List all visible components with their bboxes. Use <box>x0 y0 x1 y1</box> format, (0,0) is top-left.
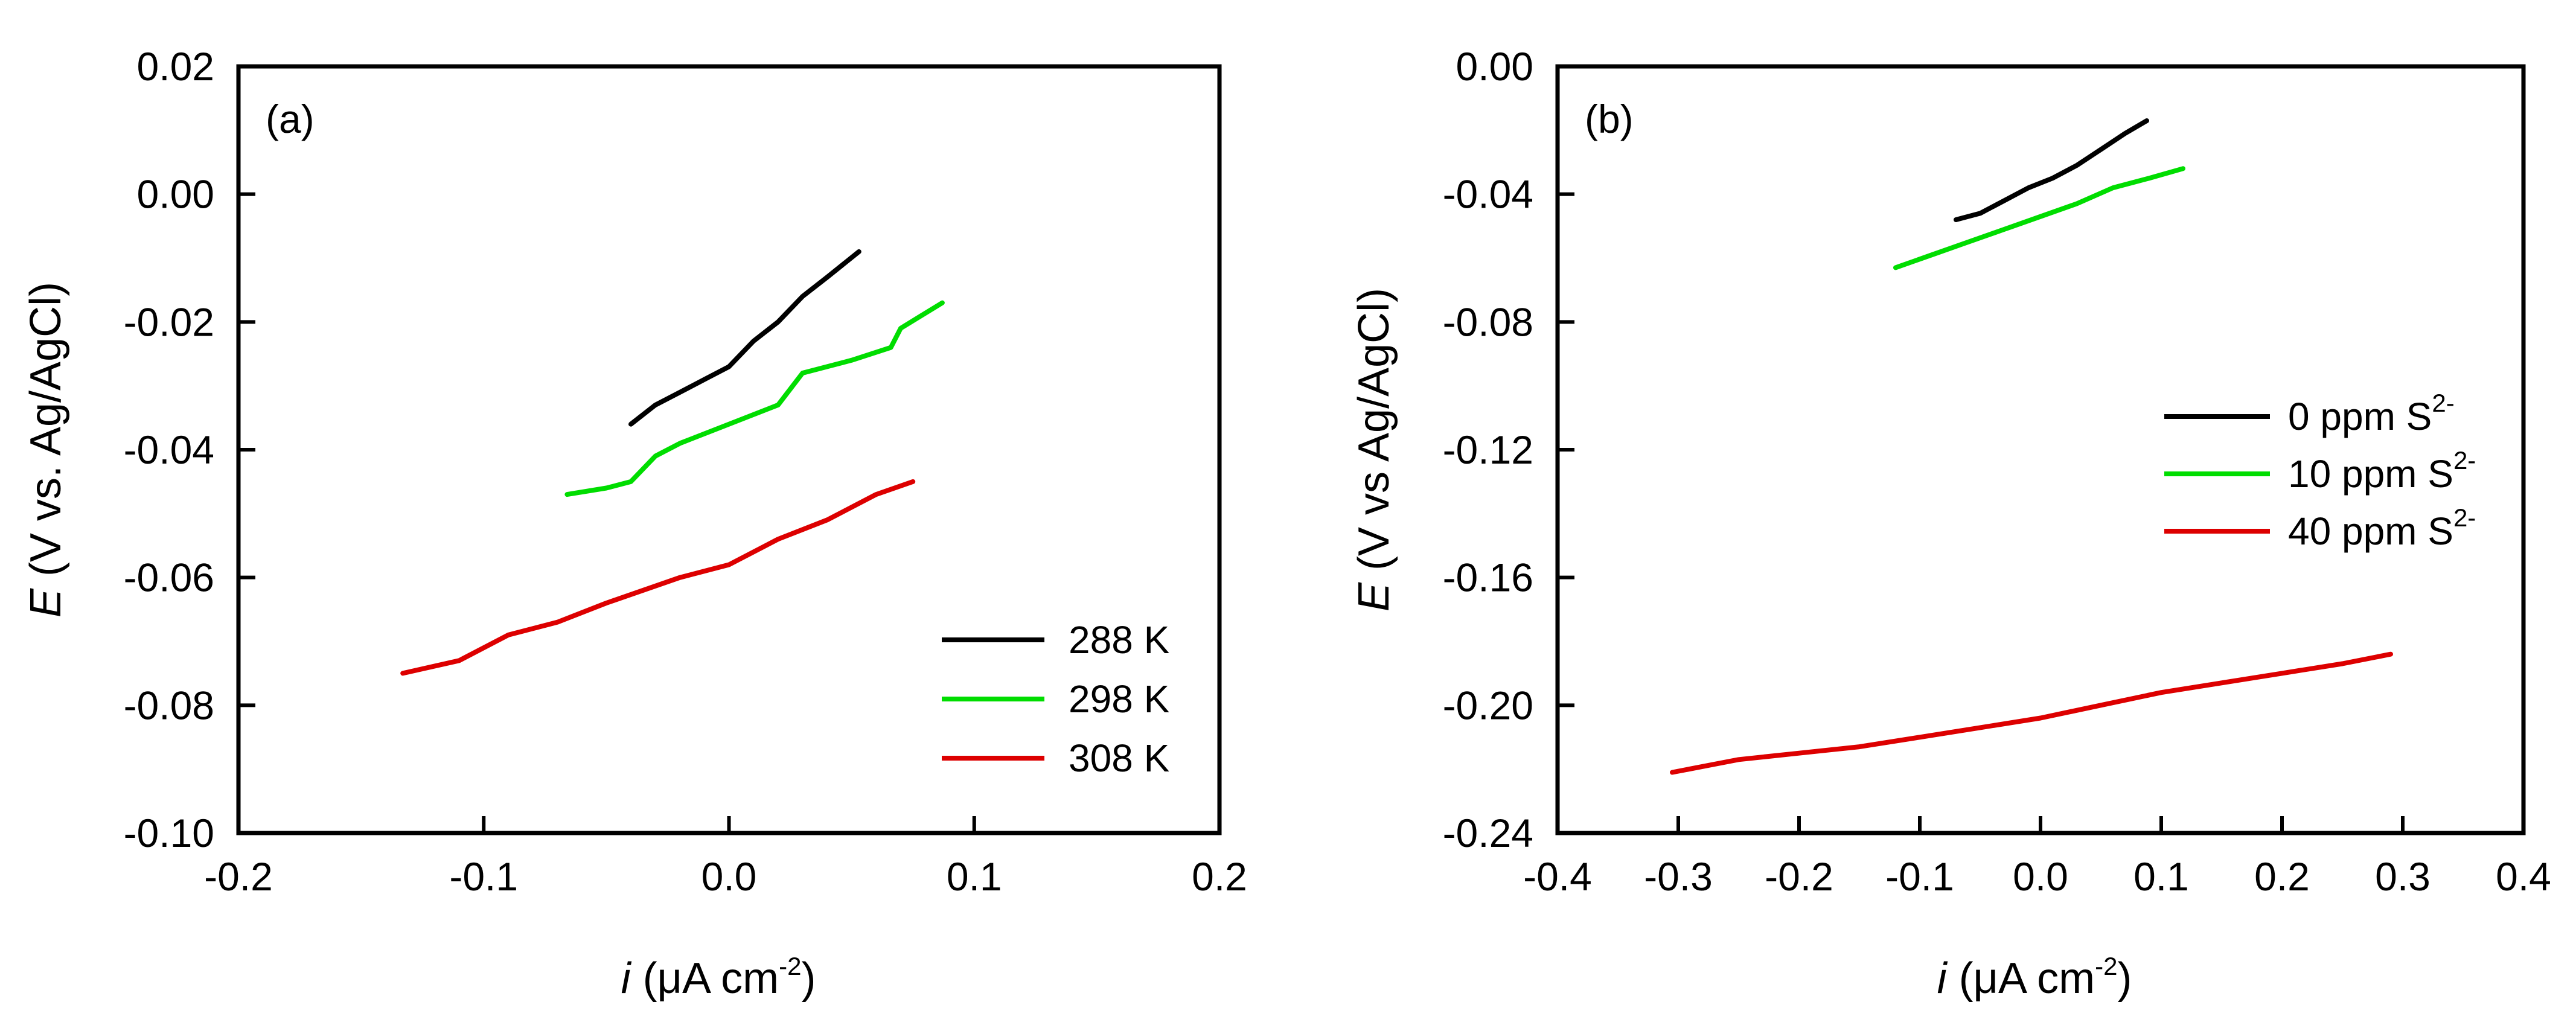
panel-b-y-axis-title: E (V vs Ag/AgCl) <box>1350 288 1398 611</box>
x-axis-symbol: i <box>1937 954 1948 1003</box>
legend-label-3: 308 K <box>1069 736 1169 780</box>
panel-a-legend: 288 K 298 K 308 K <box>942 618 1169 780</box>
legend-label-2: 10 ppm S2- <box>2288 446 2476 496</box>
panel-b: -0.4 -0.3 -0.2 -0.1 0.0 0.1 0.2 0.3 0.4 0.00 -0.04… <box>1350 44 2551 1003</box>
panel-a-x-tick-label: -0.1 <box>449 854 518 899</box>
panel-b-x-tick-label: 0.1 <box>2133 854 2189 899</box>
panel-a-y-tick-label: 0.00 <box>137 172 214 217</box>
legend-label-text: 298 K <box>1069 677 1169 721</box>
y-axis-unit: (V vs Ag/AgCl) <box>1350 288 1398 583</box>
legend-label-text: 0 ppm S <box>2288 395 2432 438</box>
x-axis-unit-close: ) <box>801 954 816 1003</box>
panel-b-x-tick-label: 0.0 <box>2013 854 2068 899</box>
panel-b-x-tick-label: 0.4 <box>2496 854 2551 899</box>
x-axis-unit: (μA cm <box>1947 954 2095 1003</box>
x-axis-symbol: i <box>621 954 632 1003</box>
panel-b-y-tick-label: -0.04 <box>1443 172 1533 217</box>
x-axis-unit-close: ) <box>2117 954 2132 1003</box>
panel-b-y-tick-label: -0.20 <box>1443 683 1533 727</box>
legend-label-exponent: 2- <box>2432 389 2454 417</box>
panel-b-series-line-3 <box>1670 651 2393 775</box>
panel-b-x-tick-label: 0.3 <box>2375 854 2431 899</box>
panel-b-y-tick-label: -0.24 <box>1443 811 1533 855</box>
panel-b-x-tick-label: -0.4 <box>1523 854 1592 899</box>
panel-b-y-tick-label: 0.00 <box>1456 44 1533 89</box>
y-axis-unit: (V vs. Ag/AgCl) <box>22 282 70 589</box>
panel-a-series-line-2 <box>564 300 945 497</box>
x-axis-unit-exponent: -2 <box>2095 952 2117 980</box>
panel-a-x-tick-label: 0.1 <box>947 854 1002 899</box>
panel-b-series-line-2 <box>1893 166 2185 270</box>
panel-b-x-tick-label: -0.1 <box>1885 854 1954 899</box>
legend-label-text: 288 K <box>1069 618 1169 662</box>
panel-a-x-axis-title: i (μA cm-2) <box>621 952 816 1003</box>
legend-label-2: 298 K <box>1069 677 1169 721</box>
legend-label-3: 40 ppm S2- <box>2288 503 2476 553</box>
panel-b-x-axis-title: i (μA cm-2) <box>1937 952 2132 1003</box>
panel-a-x-tick-label: 0.0 <box>702 854 757 899</box>
panel-a-y-tick-label: -0.06 <box>124 555 214 600</box>
panel-a-y-tick-label: -0.04 <box>124 427 214 472</box>
x-axis-unit-exponent: -2 <box>779 952 801 980</box>
x-axis-unit: (μA cm <box>631 954 779 1003</box>
legend-label-exponent: 2- <box>2453 446 2476 474</box>
panel-b-legend: 0 ppm S2-10 ppm S2-40 ppm S2- <box>2164 389 2476 553</box>
legend-label-text: 40 ppm S <box>2288 509 2453 553</box>
legend-label-1: 288 K <box>1069 618 1169 662</box>
panel-a-series-line-1 <box>628 249 861 427</box>
panel-b-x-tick-label: -0.2 <box>1765 854 1833 899</box>
panel-a-y-tick-label: -0.10 <box>124 811 214 855</box>
panel-b-y-tick-label: -0.12 <box>1443 427 1533 472</box>
panel-a-series-line-3 <box>400 479 916 676</box>
panel-b-y-tick-label: -0.16 <box>1443 555 1533 600</box>
panel-b-x-tick-label: 0.2 <box>2254 854 2310 899</box>
legend-label-text: 10 ppm S <box>2288 452 2453 496</box>
legend-label-exponent: 2- <box>2453 503 2476 532</box>
panel-a-label: (a) <box>266 97 315 141</box>
y-axis-symbol: E <box>22 588 70 618</box>
panel-a-y-tick-label: -0.08 <box>124 683 214 727</box>
panel-a: -0.2 -0.1 0.0 0.1 0.2 0.02 0.00 -0.02 -0.04 -0.06… <box>22 44 1247 1003</box>
panel-a-y-tick-label: -0.02 <box>124 299 214 344</box>
legend-label-1: 0 ppm S2- <box>2288 389 2455 438</box>
legend-label-text: 308 K <box>1069 736 1169 780</box>
panel-b-label: (b) <box>1585 97 1634 141</box>
panel-a-y-axis-title: E (V vs. Ag/AgCl) <box>22 282 70 618</box>
panel-b-series-line-1 <box>1954 118 2149 222</box>
panel-b-y-tick-label: -0.08 <box>1443 299 1533 344</box>
panel-b-x-tick-label: -0.3 <box>1644 854 1713 899</box>
panel-a-x-tick-label: -0.2 <box>204 854 273 899</box>
panel-a-x-tick-label: 0.2 <box>1192 854 1247 899</box>
panel-a-y-tick-label: 0.02 <box>137 44 214 89</box>
y-axis-symbol: E <box>1350 582 1398 611</box>
